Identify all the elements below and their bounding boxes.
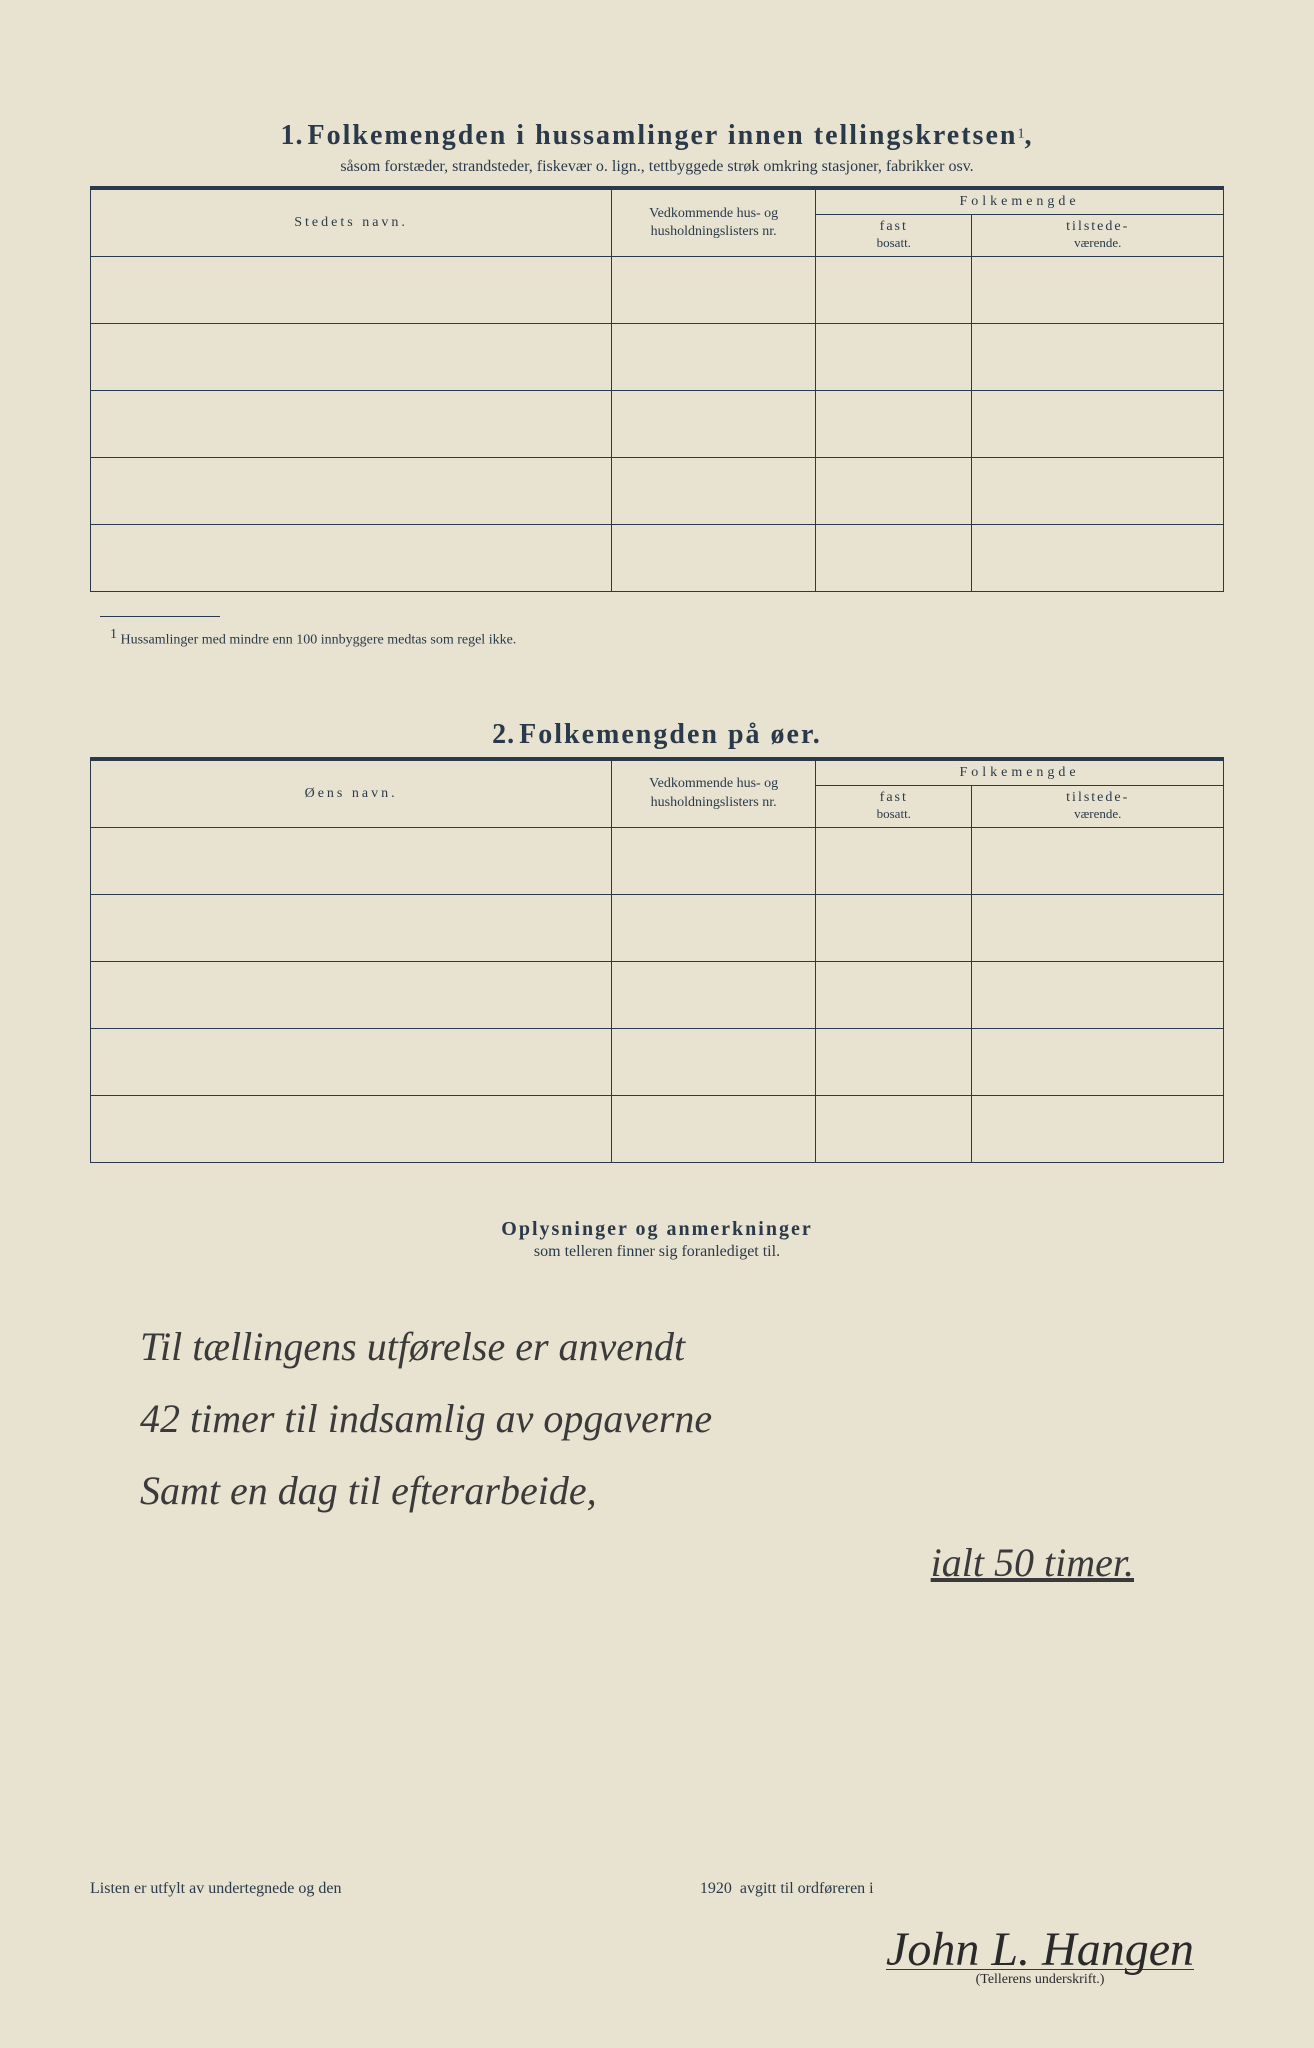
document-page: 1. Folkemengden i hussamlinger innen tel… — [0, 0, 1314, 2048]
section2-heading: 2. Folkemengden på øer. — [90, 719, 1224, 751]
section2-number: 2. — [492, 719, 515, 750]
table-row — [91, 324, 1224, 391]
hw-line-3: Samt en dag til efterarbeide, — [140, 1455, 1174, 1527]
hw-line-2: 42 timer til indsamlig av opgaverne — [140, 1383, 1174, 1455]
signature-name: John L. Hangen — [886, 1922, 1194, 1977]
section2: 2. Folkemengden på øer. Øens navn. Vedko… — [90, 719, 1224, 1163]
col-tilstede: tilstede- værende. — [972, 215, 1224, 257]
footnote-rule — [100, 616, 220, 617]
bottom-year: 1920 — [700, 1880, 732, 1898]
table-row — [91, 391, 1224, 458]
col-folkemengde-2: Folkemengde — [816, 760, 1224, 785]
handwritten-notes: Til tællingens utførelse er anvendt 42 t… — [90, 1311, 1224, 1599]
bottom-attestation: Listen er utfylt av undertegnede og den … — [90, 1880, 1224, 1898]
section1-subtitle: såsom forstæder, strandsteder, fiskevær … — [90, 158, 1224, 176]
bottom-blank-2 — [882, 1892, 1224, 1893]
section1-heading: 1. Folkemengden i hussamlinger innen tel… — [90, 120, 1224, 152]
bottom-blank-1 — [349, 1892, 691, 1893]
table-row — [91, 1028, 1224, 1095]
signature-block: John L. Hangen (Tellerens underskrift.) — [886, 1922, 1194, 1988]
table-row — [91, 257, 1224, 324]
section2-table: Øens navn. Vedkommende hus- og husholdni… — [90, 760, 1224, 1163]
col-tilstede-2: tilstede- værende. — [972, 785, 1224, 827]
col-fast: fast bosatt. — [816, 215, 972, 257]
col-hus-nr: Vedkommende hus- og husholdningslisters … — [612, 190, 816, 257]
section1-number: 1. — [281, 120, 304, 151]
table-row — [91, 1095, 1224, 1162]
section1-table: Stedets navn. Vedkommende hus- og hushol… — [90, 189, 1224, 592]
section2-title: Folkemengden på øer. — [519, 719, 822, 750]
hw-line-4: ialt 50 timer. — [140, 1527, 1174, 1599]
table-row — [91, 525, 1224, 592]
oplysninger-title: Oplysninger og anmerkninger — [90, 1218, 1224, 1241]
section1-footnote: 1 Hussamlinger med mindre enn 100 innbyg… — [110, 627, 1224, 649]
col-hus-nr-2: Vedkommende hus- og husholdningslisters … — [612, 760, 816, 827]
bottom-suffix: avgitt til ordføreren i — [740, 1880, 874, 1898]
col-folkemengde: Folkemengde — [816, 190, 1224, 215]
col-fast-2: fast bosatt. — [816, 785, 972, 827]
hw-line-1: Til tællingens utførelse er anvendt — [140, 1311, 1174, 1383]
col-oens-navn: Øens navn. — [91, 760, 612, 827]
table-row — [91, 458, 1224, 525]
oplysninger-subtitle: som telleren finner sig foranlediget til… — [90, 1243, 1224, 1261]
bottom-prefix: Listen er utfylt av undertegnede og den — [90, 1880, 341, 1898]
section1-title: Folkemengden i hussamlinger innen tellin… — [308, 120, 1018, 151]
table-row — [91, 894, 1224, 961]
table-row — [91, 827, 1224, 894]
table-row — [91, 961, 1224, 1028]
col-stedets-navn: Stedets navn. — [91, 190, 612, 257]
